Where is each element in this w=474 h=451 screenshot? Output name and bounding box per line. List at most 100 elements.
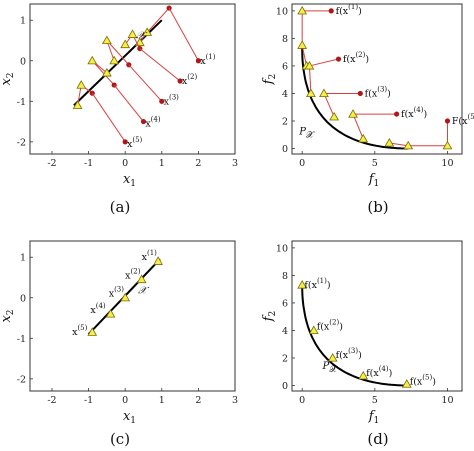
trajectory-segment xyxy=(352,113,364,140)
point-label: x(5) xyxy=(72,324,88,338)
final-point-marker xyxy=(358,370,369,380)
y-axis-label: x2 xyxy=(0,72,16,85)
panel-a: -2 -1 0 1 2 3 -2 -1 0 1 x1 x2 𝒳x(1)x(2)x(3)x(4)x(5) xyxy=(0,3,238,189)
x-axis-label: x1 xyxy=(123,409,136,426)
x-tick-label: 10 xyxy=(441,395,453,406)
trajectory-segment xyxy=(146,7,170,33)
y-tick-label: 2 xyxy=(282,353,288,364)
y-tick-label: 4 xyxy=(282,89,288,100)
y-tick-label: 6 xyxy=(282,61,288,72)
trajectory-segment xyxy=(389,142,409,147)
start-point xyxy=(177,78,183,84)
iterate-marker xyxy=(120,39,131,49)
final-point-marker xyxy=(105,308,116,318)
point-label: f(x(2)) xyxy=(343,51,369,65)
final-point-marker xyxy=(136,274,147,284)
start-point xyxy=(122,139,128,145)
axes-frame xyxy=(291,240,463,392)
start-point xyxy=(394,111,400,117)
axes-frame xyxy=(29,240,236,392)
start-point xyxy=(328,8,334,14)
start-point xyxy=(444,118,451,124)
point-label: x(5) xyxy=(127,136,143,150)
trajectory-segment xyxy=(308,65,312,94)
trajectory-segment xyxy=(323,93,335,118)
trajectory-arrow xyxy=(113,84,144,122)
y-tick-label: -2 xyxy=(17,374,26,385)
x-tick-label: 2 xyxy=(195,158,201,169)
iterate-marker xyxy=(127,29,138,38)
iterate-marker xyxy=(297,5,308,15)
iterate-marker xyxy=(109,55,120,65)
y-tick-label: 0 xyxy=(20,56,26,67)
point-label: x(1) xyxy=(142,249,158,263)
x-axis-label: f1 xyxy=(368,172,380,189)
final-point-marker xyxy=(308,325,319,334)
iterate-marker xyxy=(76,80,87,89)
y-axis-label: f2 xyxy=(261,74,278,86)
x-tick-label: 1 xyxy=(159,395,165,406)
start-point xyxy=(335,56,342,62)
point-label: f(x(3)) xyxy=(365,85,391,99)
axes-frame xyxy=(29,3,236,155)
iterate-marker xyxy=(87,55,98,65)
final-point-marker xyxy=(87,327,98,336)
trajectory-segment xyxy=(106,40,130,66)
x-axis-label: f1 xyxy=(368,409,380,426)
point-label: x(2) xyxy=(125,267,141,281)
front-label: P𝒳 xyxy=(322,361,339,375)
point-label: f(x(2)) xyxy=(317,318,343,332)
x-tick-label: -1 xyxy=(84,395,93,406)
point-label: f(x(4)) xyxy=(401,106,427,120)
y-axis-label: f2 xyxy=(261,311,278,323)
y-tick-label: -1 xyxy=(17,334,26,345)
final-point-marker xyxy=(153,256,164,265)
iterate-marker xyxy=(101,35,112,45)
panel-caption: (a) xyxy=(110,198,131,216)
trajectory-arrow xyxy=(91,92,126,143)
y-tick-label: 10 xyxy=(276,243,288,254)
axes-frame xyxy=(291,3,463,155)
start-point xyxy=(357,90,363,97)
panel-caption: (d) xyxy=(367,430,388,448)
y-tick-label: 0 xyxy=(282,144,288,155)
point-label: x(3) xyxy=(164,93,180,107)
panel-c: -2 -1 0 1 2 3 -2 -1 0 1 x1 x2 𝒳x(1)x(2)x(3)x(4)x(5) xyxy=(0,240,238,426)
y-tick-label: 2 xyxy=(282,116,288,127)
point-label: x(3) xyxy=(109,286,125,300)
iterate-marker xyxy=(72,100,83,109)
point-label: x(4) xyxy=(145,116,161,130)
y-tick-label: 8 xyxy=(282,34,288,45)
panel-b: 0 5 10 0 2 4 6 8 10 f1 f2 P𝒳 f(x(1)) f(x(2)) f(x(3)) f(… xyxy=(261,3,474,189)
trajectory-arrow xyxy=(168,7,199,61)
y-tick-label: 8 xyxy=(282,271,288,282)
x-tick-label: 0 xyxy=(299,158,305,169)
iterate-marker xyxy=(358,133,369,143)
trajectory-segment xyxy=(309,58,339,67)
panel-d: 0 5 10 0 2 4 6 8 10 f1 f2 P𝒳 f(x(1)) f(x(2)) f(x(3)) f(… xyxy=(261,240,463,426)
y-tick-label: 0 xyxy=(282,381,288,392)
iterate-marker xyxy=(297,40,308,49)
panel-caption: (c) xyxy=(110,430,130,448)
point-label: f(x(4)) xyxy=(366,365,392,379)
y-tick-label: 1 xyxy=(20,16,26,27)
iterate-marker xyxy=(329,111,340,121)
point-label: f(x(1)) xyxy=(336,3,362,17)
final-point-marker xyxy=(401,379,412,388)
trajectory-arrow xyxy=(128,64,163,102)
final-point-marker xyxy=(327,352,338,362)
x-axis-label: x1 xyxy=(123,172,136,189)
iterate-marker xyxy=(304,60,315,70)
final-point-marker xyxy=(120,292,131,302)
panel-caption: (b) xyxy=(367,198,388,216)
set-label: 𝒳 xyxy=(136,30,148,41)
iterate-marker xyxy=(305,88,316,97)
start-point xyxy=(195,58,201,64)
iterate-marker xyxy=(101,67,112,77)
iterate-marker xyxy=(384,137,395,147)
front-label: P𝒳 xyxy=(298,127,315,141)
start-point xyxy=(159,98,165,104)
point-label: x(4) xyxy=(90,302,106,316)
x-tick-label: 1 xyxy=(159,158,165,169)
